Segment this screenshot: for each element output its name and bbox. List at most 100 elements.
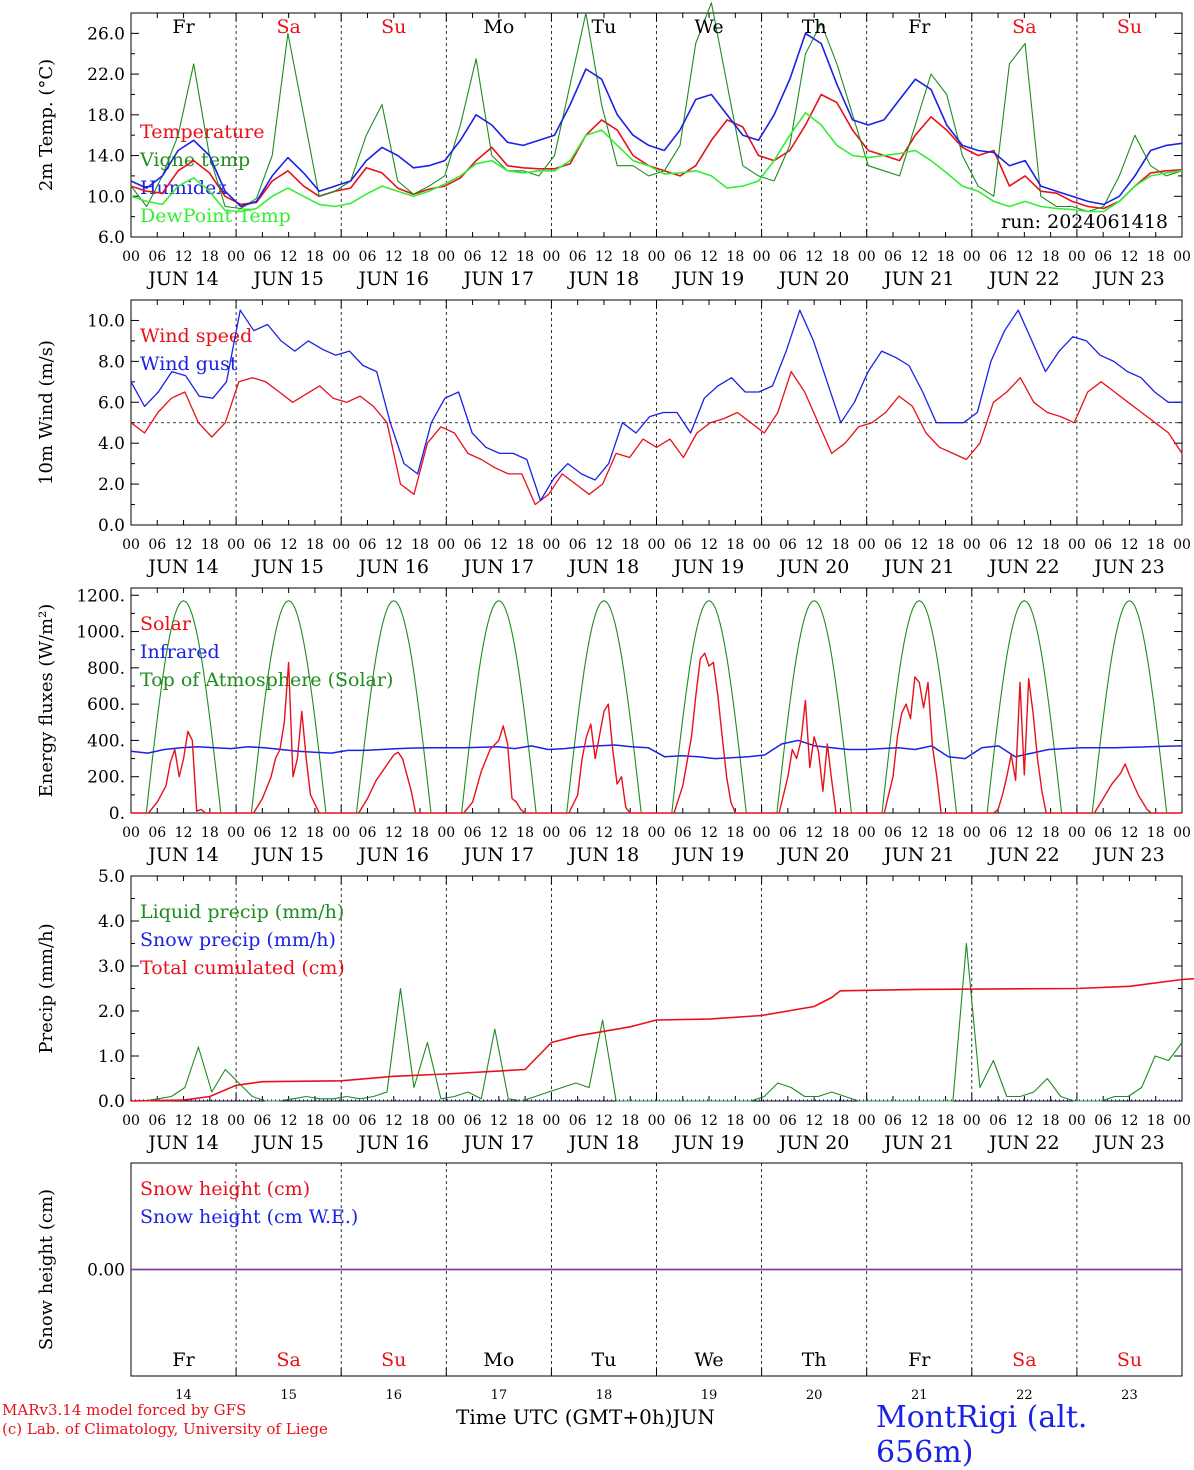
x-hour-label: 06 [569,1113,587,1129]
x-hour-label: 00 [1173,537,1191,553]
lab-credit-line: (c) Lab. of Climatology, University of L… [2,1420,328,1438]
x-axis-month: JUN [672,1405,715,1429]
y-axis-label: 10m Wind (m/s) [36,340,57,485]
x-hour-label: 12 [175,825,193,841]
y-tick-label: 0.0 [98,516,125,536]
weekday-label: Mo [483,1349,514,1371]
panel-frame [130,587,1183,814]
x-hour-label: 06 [359,249,377,265]
weekday-label: Fr [172,1349,195,1371]
y-tick-label: 6.0 [98,228,125,248]
x-hour-label: 18 [516,249,534,265]
weekday-label: We [694,16,723,38]
series-line [130,93,1183,210]
x-hour-label: 00 [437,825,455,841]
x-hour-label: 12 [805,249,823,265]
x-hour-label: 12 [385,537,403,553]
day-number-label: 23 [1121,1388,1138,1400]
x-hour-label: 00 [542,825,560,841]
x-hour-label: 12 [385,249,403,265]
series-line [130,309,1182,502]
y-axis-label: Energy fluxes (W/m²) [36,604,57,798]
x-date-label: JUN 21 [882,556,954,578]
x-date-label: JUN 17 [462,556,534,578]
x-hour-label: 12 [805,1113,823,1129]
x-hour-label: 12 [385,825,403,841]
x-hour-label: 00 [963,537,981,553]
x-hour-label: 06 [1094,1113,1112,1129]
x-hour-label: 00 [963,825,981,841]
x-hour-label: 12 [1121,825,1139,841]
y-tick-label: 4.0 [98,434,125,454]
weekday-label: We [694,1349,723,1371]
x-hour-label: 18 [516,537,534,553]
x-hour-label: 18 [937,1113,955,1129]
x-date-label: JUN 16 [357,268,429,290]
x-date-label: JUN 16 [357,1132,429,1154]
x-hour-label: 18 [1147,1113,1165,1129]
x-hour-label: 00 [648,249,666,265]
x-date-label: JUN 21 [882,844,954,866]
x-date-label: JUN 19 [672,556,744,578]
x-date-label: JUN 20 [777,556,849,578]
x-hour-label: 18 [201,1113,219,1129]
legend-entry: DewPoint Temp [140,205,291,227]
x-hour-label: 18 [1042,825,1060,841]
x-hour-label: 12 [1121,537,1139,553]
x-hour-label: 12 [490,537,508,553]
day-number-label: 20 [806,1388,823,1400]
series-line [130,370,1183,506]
x-hour-label: 06 [779,249,797,265]
x-hour-label: 00 [858,537,876,553]
x-hour-label: 18 [832,825,850,841]
x-hour-label: 12 [1015,249,1033,265]
x-hour-label: 12 [175,1113,193,1129]
weekday-label: Th [802,1349,827,1371]
x-hour-label: 00 [1173,249,1191,265]
y-tick-label: 14.0 [87,147,125,167]
y-tick-label: 800. [87,659,125,679]
run-annotation: run: 2024061418 [1001,211,1168,233]
x-hour-label: 18 [201,825,219,841]
x-date-label: JUN 22 [987,844,1059,866]
x-hour-label: 12 [595,537,613,553]
x-hour-label: 06 [779,1113,797,1129]
y-tick-label: 4.0 [98,912,125,932]
y-axis-label: Snow height (cm) [36,1189,57,1350]
x-date-label: JUN 21 [882,1132,954,1154]
x-hour-label: 18 [621,537,639,553]
series-line-infrared [130,739,1183,760]
x-hour-label: 00 [227,537,245,553]
x-date-label: JUN 23 [1092,844,1164,866]
x-hour-label: 18 [411,537,429,553]
weekday-label: Su [1117,16,1142,38]
weekday-label: Th [802,16,827,38]
x-hour-label: 18 [937,825,955,841]
x-hour-label: 00 [227,249,245,265]
y-axis-label: 2m Temp. (°C) [36,59,57,191]
day-number-label: 15 [280,1388,297,1400]
x-hour-label: 00 [122,249,140,265]
x-date-label: JUN 17 [462,844,534,866]
series-line-solar [131,652,1182,814]
weekday-label: Tu [591,1349,616,1371]
x-hour-label: 00 [753,249,771,265]
x-date-label: JUN 15 [251,1132,323,1154]
x-date-label: JUN 18 [567,268,639,290]
y-tick-label: 5.0 [98,867,125,887]
x-hour-label: 06 [989,249,1007,265]
weekday-label: Mo [483,16,514,38]
x-date-label: JUN 14 [146,1132,218,1154]
weekday-label: Sa [1012,1349,1036,1371]
x-hour-label: 18 [516,825,534,841]
y-tick-label: 1200. [76,586,125,606]
x-hour-label: 06 [779,537,797,553]
x-date-label: JUN 17 [462,268,534,290]
x-hour-label: 00 [542,1113,560,1129]
y-tick-label: 18.0 [87,106,125,126]
x-hour-label: 00 [437,249,455,265]
x-hour-label: 00 [1068,825,1086,841]
weekday-label: Su [381,1349,406,1371]
x-hour-label: 00 [1173,825,1191,841]
x-axis-title: Time UTC (GMT+0h)JUN [456,1405,715,1429]
